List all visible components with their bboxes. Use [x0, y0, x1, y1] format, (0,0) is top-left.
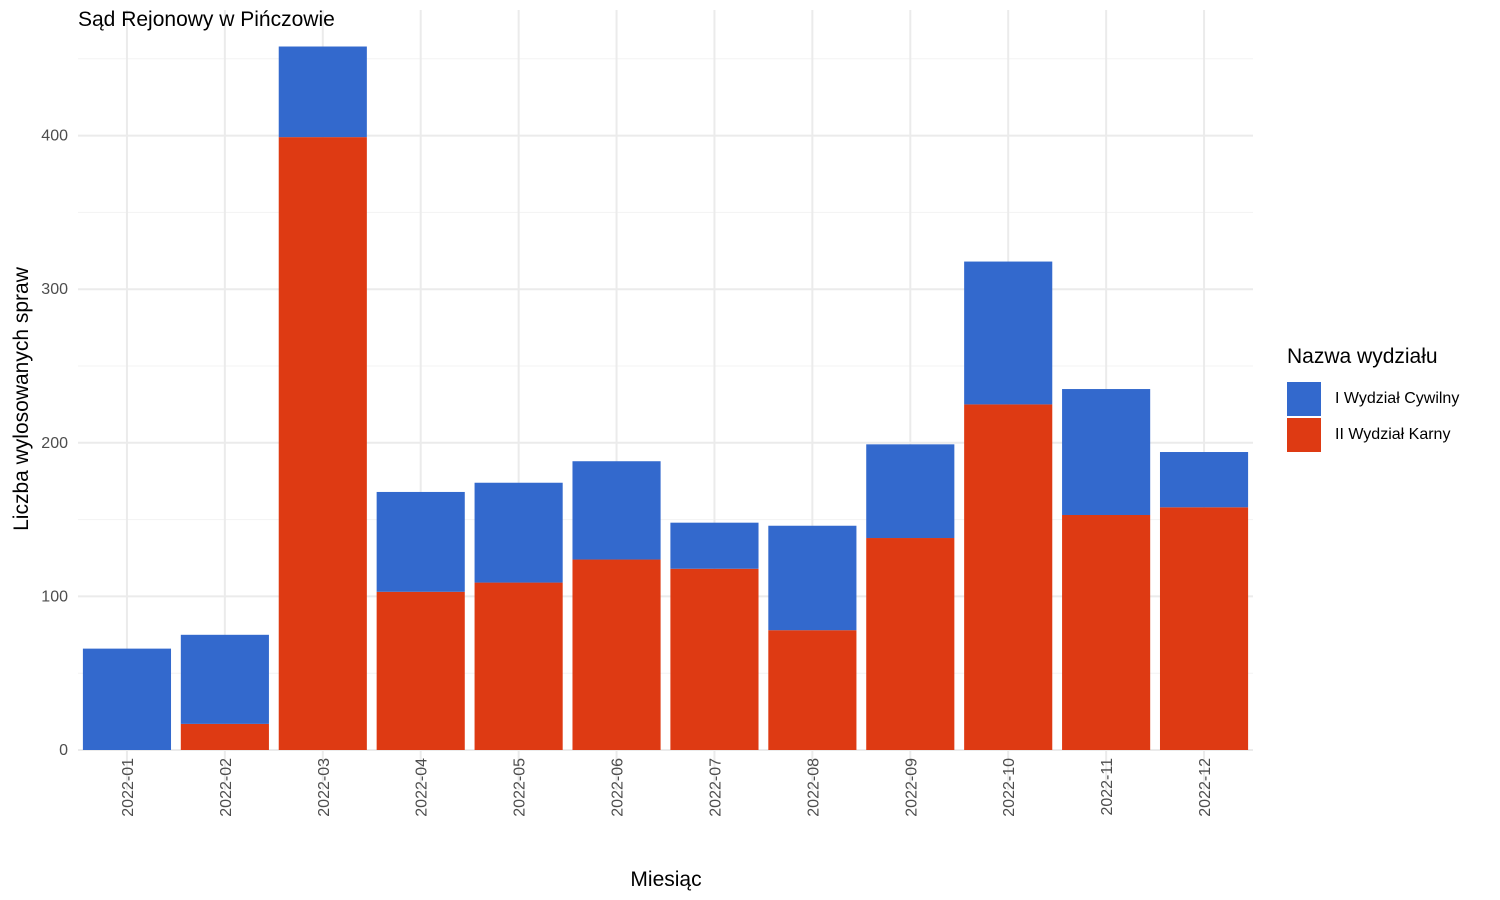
bar-karny-2022-10	[964, 404, 1053, 750]
y-axis-label: Liczba wylosowanych spraw	[10, 266, 33, 531]
bar-cywilny-2022-09	[866, 444, 955, 539]
bar-karny-2022-09	[866, 538, 955, 750]
bar-cywilny-2022-06	[572, 461, 661, 560]
bar-karny-2022-12	[1159, 507, 1249, 750]
bar-cywilny-2022-02	[180, 634, 269, 724]
bar-cywilny-2022-05	[474, 482, 563, 583]
x-axis-label: Miesiąc	[630, 868, 701, 891]
bar-karny-2022-05	[474, 582, 563, 750]
x-tick-label: 2022-02	[218, 758, 235, 817]
x-tick-label: 2022-07	[707, 758, 724, 817]
x-tick-label: 2022-04	[414, 758, 431, 817]
x-axis-ticks: 2022-01 2022-02 2022-03 2022-04 2022-05 2022-…	[120, 758, 1214, 817]
legend-label-cywilny: I Wydział Cywilny	[1335, 390, 1460, 407]
y-tick-label: 0	[59, 742, 68, 759]
x-tick-label: 2022-12	[1197, 758, 1214, 817]
x-tick-label: 2022-10	[1001, 758, 1018, 817]
bar-cywilny-2022-07	[670, 522, 759, 569]
y-tick-label: 400	[41, 128, 68, 145]
bar-cywilny-2022-04	[376, 491, 465, 592]
x-tick-label: 2022-08	[805, 758, 822, 817]
bar-karny-2022-04	[376, 591, 465, 750]
bar-cywilny-2022-08	[768, 525, 857, 631]
legend-swatch-cywilny	[1287, 382, 1321, 416]
bar-cywilny-2022-03	[278, 46, 367, 138]
bars	[82, 46, 1249, 751]
legend-label-karny: II Wydział Karny	[1335, 426, 1451, 443]
x-tick-label: 2022-06	[610, 758, 627, 817]
bar-cywilny-2022-12	[1159, 452, 1249, 508]
bar-karny-2022-11	[1062, 514, 1151, 750]
x-tick-label: 2022-09	[903, 758, 920, 817]
x-tick-label: 2022-01	[120, 758, 137, 817]
chart-title: Sąd Rejonowy w Pińczowie	[78, 8, 335, 31]
y-tick-label: 300	[41, 281, 68, 298]
x-tick-label: 2022-05	[512, 758, 529, 817]
bar-karny-2022-03	[278, 137, 367, 751]
y-tick-label: 100	[41, 588, 68, 605]
y-axis-ticks: 0 100 200 300 400	[41, 128, 68, 759]
legend-title: Nazwa wydziału	[1287, 345, 1438, 368]
x-tick-label: 2022-03	[316, 758, 333, 817]
y-tick-label: 200	[41, 435, 68, 452]
x-tick-label: 2022-11	[1099, 758, 1116, 816]
bar-cywilny-2022-01	[82, 648, 172, 750]
legend-item-karny: II Wydział Karny	[1287, 417, 1459, 453]
legend: Nazwa wydziału I Wydział Cywilny II Wydz…	[1287, 345, 1459, 453]
bar-karny-2022-02	[180, 723, 269, 750]
bar-karny-2022-07	[670, 568, 759, 750]
bar-karny-2022-08	[768, 630, 857, 750]
bar-cywilny-2022-11	[1062, 389, 1151, 515]
legend-item-cywilny: I Wydział Cywilny	[1287, 381, 1459, 417]
legend-swatch-karny	[1287, 418, 1321, 452]
bar-cywilny-2022-10	[964, 261, 1053, 405]
bar-karny-2022-06	[572, 559, 661, 750]
